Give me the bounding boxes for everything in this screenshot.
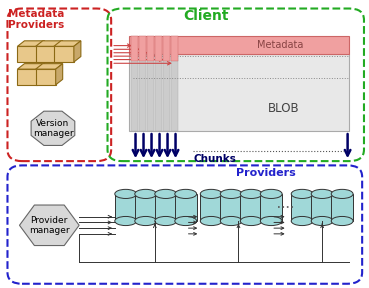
- Bar: [155, 194, 177, 221]
- Polygon shape: [54, 41, 81, 46]
- Ellipse shape: [291, 189, 313, 198]
- Ellipse shape: [260, 189, 282, 198]
- Bar: [115, 194, 137, 221]
- Polygon shape: [31, 111, 75, 145]
- Bar: [131, 36, 138, 61]
- Polygon shape: [56, 64, 63, 85]
- Polygon shape: [17, 64, 45, 69]
- Bar: [36, 46, 56, 62]
- Bar: [260, 194, 282, 221]
- Ellipse shape: [115, 189, 137, 198]
- Polygon shape: [20, 205, 79, 246]
- Ellipse shape: [175, 189, 197, 198]
- Ellipse shape: [135, 217, 156, 226]
- Bar: [130, 54, 349, 131]
- Ellipse shape: [331, 189, 353, 198]
- Bar: [130, 36, 349, 54]
- Bar: [155, 54, 162, 131]
- Bar: [36, 69, 56, 85]
- Ellipse shape: [311, 189, 333, 198]
- Bar: [131, 54, 138, 131]
- Text: Provider
manager: Provider manager: [29, 216, 70, 235]
- Text: Client: Client: [183, 9, 228, 22]
- Text: Chunks: Chunks: [193, 154, 236, 164]
- Polygon shape: [38, 64, 45, 85]
- Bar: [54, 46, 74, 62]
- Text: Metadata
Providers: Metadata Providers: [8, 9, 65, 30]
- Bar: [220, 194, 242, 221]
- Ellipse shape: [240, 217, 262, 226]
- Polygon shape: [36, 41, 63, 46]
- Ellipse shape: [291, 217, 313, 226]
- Ellipse shape: [155, 189, 177, 198]
- Bar: [135, 194, 156, 221]
- Polygon shape: [56, 41, 63, 62]
- Ellipse shape: [240, 189, 262, 198]
- Bar: [17, 46, 38, 62]
- Polygon shape: [17, 41, 45, 46]
- Bar: [171, 54, 179, 131]
- Polygon shape: [74, 41, 81, 62]
- Ellipse shape: [115, 217, 137, 226]
- Text: Providers: Providers: [236, 168, 296, 178]
- Polygon shape: [36, 64, 63, 69]
- Ellipse shape: [220, 189, 242, 198]
- Bar: [163, 54, 170, 131]
- Bar: [17, 69, 38, 85]
- Ellipse shape: [331, 217, 353, 226]
- Bar: [155, 36, 162, 61]
- Bar: [147, 54, 155, 131]
- Bar: [171, 36, 179, 61]
- Bar: [240, 194, 262, 221]
- Bar: [291, 194, 313, 221]
- Bar: [147, 36, 155, 61]
- Ellipse shape: [175, 217, 197, 226]
- Ellipse shape: [155, 217, 177, 226]
- Text: Version
manager: Version manager: [32, 119, 73, 138]
- Bar: [200, 194, 222, 221]
- Bar: [139, 36, 146, 61]
- Ellipse shape: [200, 189, 222, 198]
- Ellipse shape: [200, 217, 222, 226]
- Bar: [175, 194, 197, 221]
- Polygon shape: [38, 41, 45, 62]
- Bar: [311, 194, 333, 221]
- Bar: [139, 54, 146, 131]
- Text: Metadata: Metadata: [257, 40, 303, 50]
- Bar: [331, 194, 353, 221]
- Ellipse shape: [311, 217, 333, 226]
- Bar: [163, 36, 170, 61]
- Ellipse shape: [260, 217, 282, 226]
- Ellipse shape: [220, 217, 242, 226]
- Text: BLOB: BLOB: [268, 102, 300, 115]
- Ellipse shape: [135, 189, 156, 198]
